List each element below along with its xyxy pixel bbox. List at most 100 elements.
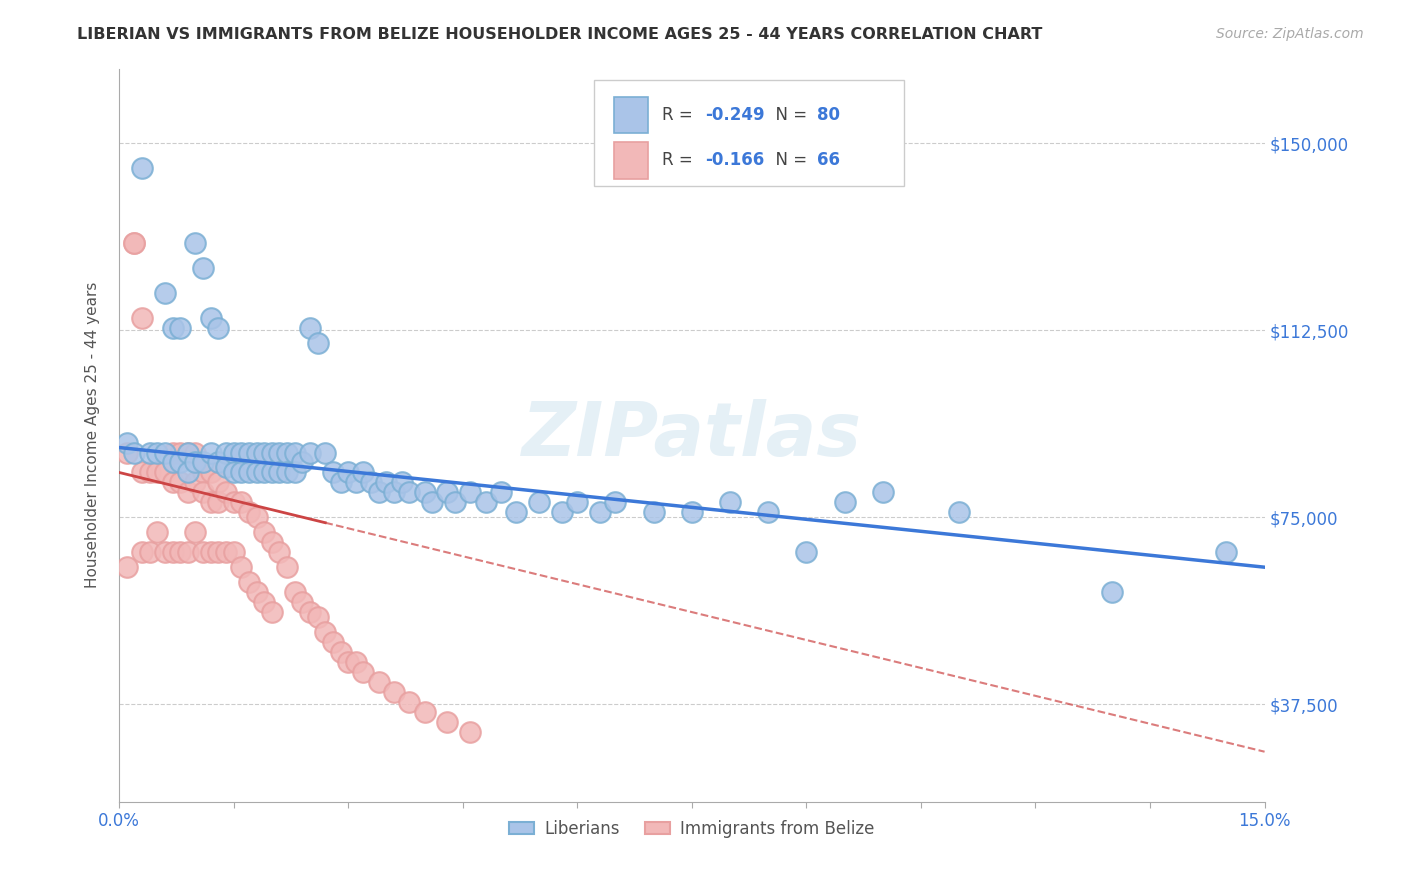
Point: [253, 595, 276, 609]
Point: [146, 525, 169, 540]
Point: [681, 505, 703, 519]
Point: [589, 505, 612, 519]
Point: [718, 495, 741, 509]
Point: [222, 445, 245, 459]
Point: [131, 161, 153, 176]
Point: [222, 466, 245, 480]
Point: [436, 485, 458, 500]
Point: [352, 665, 374, 679]
Point: [131, 545, 153, 559]
Point: [207, 455, 229, 469]
Point: [245, 510, 267, 524]
Point: [177, 485, 200, 500]
Point: [200, 466, 222, 480]
Text: R =: R =: [662, 106, 697, 124]
Point: [231, 495, 253, 509]
Point: [337, 655, 360, 669]
Point: [177, 445, 200, 459]
Point: [382, 485, 405, 500]
Point: [260, 535, 283, 549]
Point: [200, 445, 222, 459]
Point: [505, 505, 527, 519]
Legend: Liberians, Immigrants from Belize: Liberians, Immigrants from Belize: [503, 814, 882, 845]
Point: [131, 310, 153, 325]
Y-axis label: Householder Income Ages 25 - 44 years: Householder Income Ages 25 - 44 years: [86, 282, 100, 588]
Point: [420, 495, 443, 509]
Point: [207, 475, 229, 490]
Point: [367, 485, 389, 500]
Point: [605, 495, 627, 509]
Point: [162, 455, 184, 469]
Point: [177, 466, 200, 480]
Point: [124, 445, 146, 459]
Point: [298, 445, 321, 459]
Point: [567, 495, 589, 509]
Point: [222, 545, 245, 559]
Point: [169, 445, 191, 459]
Point: [307, 610, 329, 624]
Point: [260, 466, 283, 480]
Point: [872, 485, 894, 500]
Point: [551, 505, 574, 519]
Point: [460, 724, 482, 739]
Point: [253, 445, 276, 459]
Point: [238, 505, 260, 519]
Point: [398, 695, 420, 709]
Text: 80: 80: [817, 106, 839, 124]
Text: -0.166: -0.166: [706, 152, 765, 169]
Point: [1215, 545, 1237, 559]
Point: [207, 495, 229, 509]
Point: [360, 475, 382, 490]
Point: [215, 445, 238, 459]
Point: [322, 635, 344, 649]
Point: [184, 475, 207, 490]
Point: [162, 321, 184, 335]
Point: [131, 466, 153, 480]
Text: ZIPatlas: ZIPatlas: [522, 399, 862, 472]
Point: [1101, 585, 1123, 599]
Point: [222, 495, 245, 509]
Point: [796, 545, 818, 559]
Point: [124, 235, 146, 250]
Point: [460, 485, 482, 500]
Text: R =: R =: [662, 152, 697, 169]
Point: [375, 475, 398, 490]
Point: [115, 560, 138, 574]
Point: [191, 485, 214, 500]
Point: [291, 595, 314, 609]
Point: [153, 466, 176, 480]
Point: [184, 445, 207, 459]
Point: [115, 445, 138, 459]
Point: [153, 285, 176, 300]
Point: [352, 466, 374, 480]
Point: [834, 495, 856, 509]
Point: [138, 545, 160, 559]
Point: [269, 466, 291, 480]
Point: [444, 495, 467, 509]
Point: [138, 445, 160, 459]
Text: N =: N =: [765, 106, 813, 124]
Point: [184, 235, 207, 250]
FancyBboxPatch shape: [614, 96, 648, 133]
Point: [269, 445, 291, 459]
Point: [162, 445, 184, 459]
Point: [231, 466, 253, 480]
Point: [269, 545, 291, 559]
Point: [238, 575, 260, 590]
Point: [200, 495, 222, 509]
Point: [337, 466, 360, 480]
Point: [162, 475, 184, 490]
Point: [474, 495, 496, 509]
Point: [298, 605, 321, 619]
Point: [177, 445, 200, 459]
Point: [329, 645, 352, 659]
Point: [322, 466, 344, 480]
Point: [344, 655, 367, 669]
Point: [191, 455, 214, 469]
Point: [191, 545, 214, 559]
Point: [215, 485, 238, 500]
Point: [367, 674, 389, 689]
Point: [527, 495, 550, 509]
Point: [260, 605, 283, 619]
Text: 66: 66: [817, 152, 839, 169]
